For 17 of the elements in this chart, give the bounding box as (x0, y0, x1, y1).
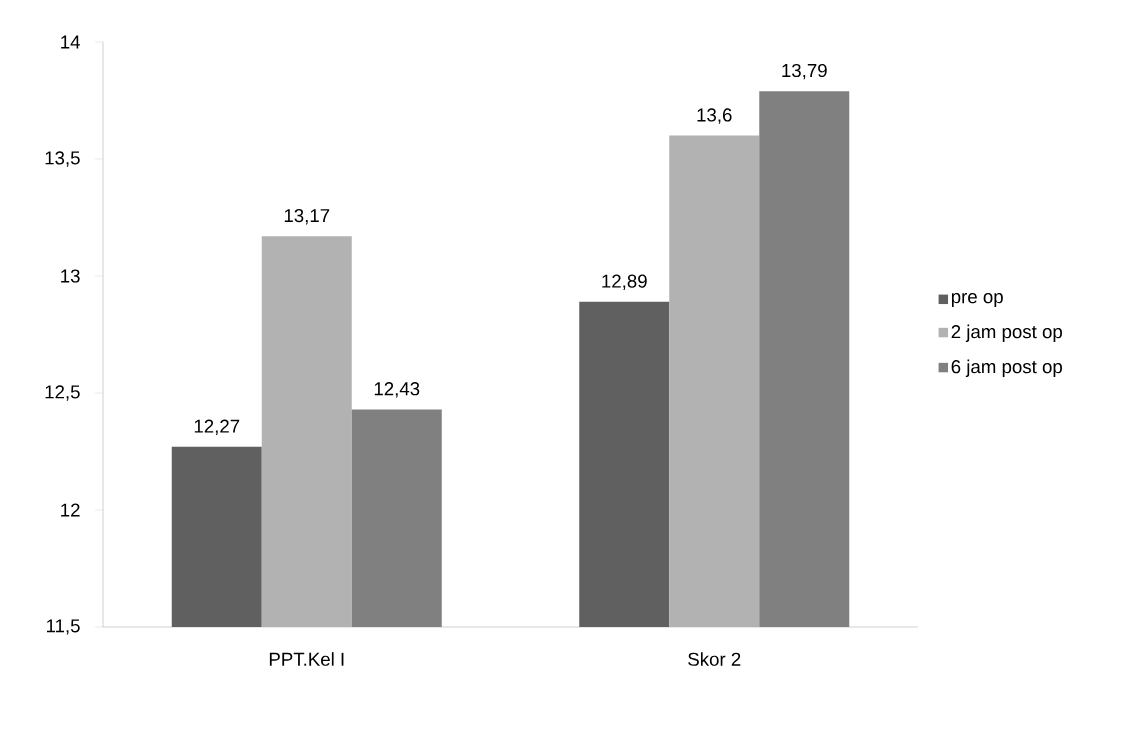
y-tick-label: 12 (61, 503, 80, 517)
data-label: 13,6 (697, 108, 732, 124)
y-tick-label: 14 (61, 35, 80, 49)
data-label: 12,43 (374, 382, 420, 398)
y-tick-label: 13 (61, 269, 80, 283)
data-label: 12,27 (194, 419, 240, 435)
x-tick-label: Skor 2 (688, 652, 741, 666)
y-tick-label: 11,5 (46, 619, 80, 635)
legend-label: 2 jam post op (951, 324, 1062, 342)
legend-label: 6 jam post op (951, 359, 1062, 377)
legend-label: pre op (951, 293, 1003, 307)
data-label: 13,79 (782, 63, 827, 80)
x-tick-label: PPT.Kel I (269, 652, 344, 666)
y-tick-label: 12,5 (45, 385, 80, 401)
data-label: 13,17 (284, 208, 330, 225)
data-label: 12,89 (602, 274, 647, 290)
y-tick-label: 13,5 (45, 151, 80, 167)
